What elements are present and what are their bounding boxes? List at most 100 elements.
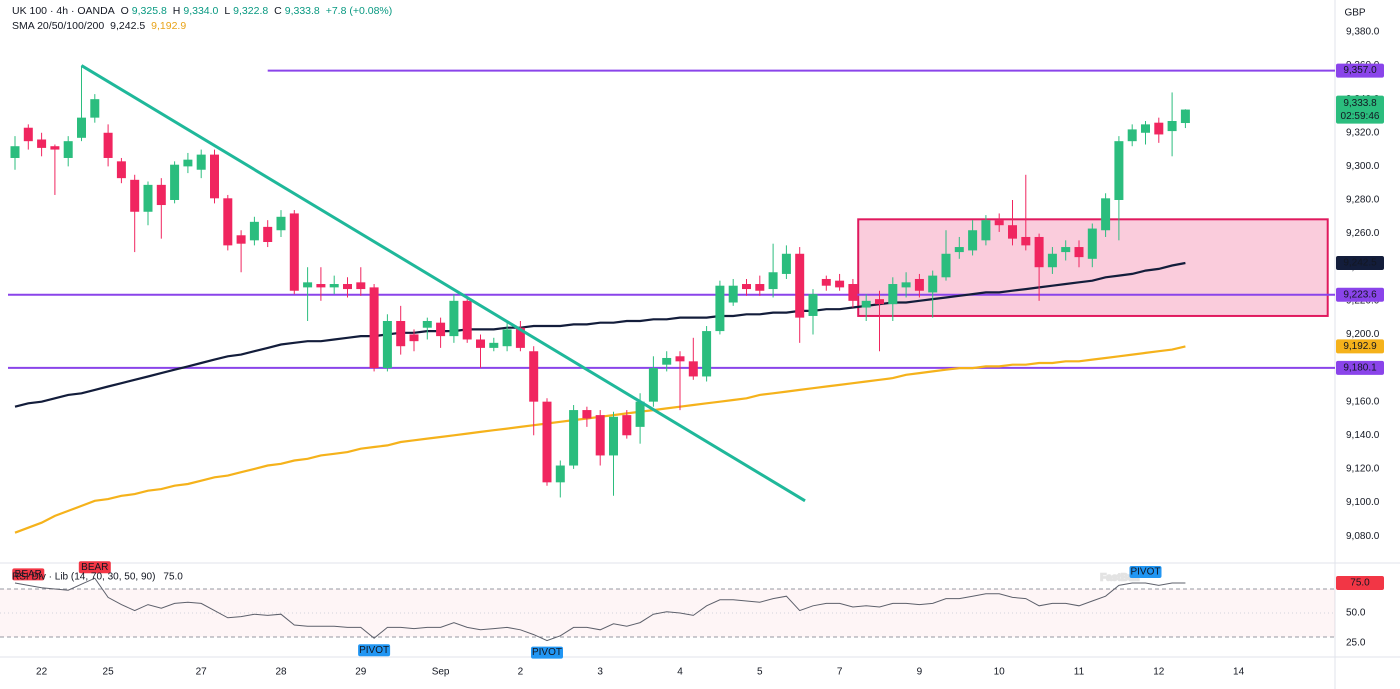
candle-body	[249, 221, 259, 241]
candle-body	[170, 164, 180, 200]
y-tick-label: 9,280.0	[1346, 195, 1380, 206]
candle-body	[103, 132, 113, 158]
candle-body	[276, 216, 286, 231]
signal-label: PIVOT	[1130, 567, 1160, 578]
candle-body	[702, 331, 712, 377]
y-tick-label: 9,100.0	[1346, 497, 1380, 508]
rsi-value: 75.0	[163, 572, 183, 583]
ohlc-key: L	[224, 5, 231, 17]
x-tick-label: 11	[1074, 667, 1085, 678]
candle-body	[422, 320, 432, 328]
signal-label: BEAR	[81, 562, 108, 573]
candle-body	[502, 329, 512, 347]
candle-body	[675, 356, 685, 362]
sma-value: 9,242.5	[110, 20, 146, 32]
x-tick-label: 10	[994, 667, 1006, 678]
x-tick-label: 4	[677, 667, 683, 678]
sma-title: SMA 20/50/100/200	[12, 20, 105, 32]
candle-body	[396, 320, 406, 347]
candle-body	[928, 275, 938, 293]
candle-body	[901, 282, 911, 288]
candle-body	[742, 284, 751, 290]
x-tick-label: 7	[837, 667, 843, 678]
ohlc-key: C	[274, 5, 282, 17]
x-tick-label: 25	[103, 667, 115, 678]
x-tick-label: 3	[597, 667, 603, 678]
price-tag-label: 9,333.8	[1343, 98, 1377, 109]
candle-body	[210, 154, 219, 199]
candle-body	[781, 253, 791, 274]
price-tag-label: 9,180.1	[1343, 363, 1377, 374]
candle-body	[1141, 124, 1150, 133]
signal-label: PIVOT	[532, 647, 562, 658]
candle-body	[143, 184, 153, 212]
candle-body	[515, 327, 525, 348]
candle-body	[542, 401, 552, 483]
trendline	[80, 64, 806, 503]
candle-body	[329, 284, 339, 288]
candle-body	[595, 415, 605, 456]
candle-body	[303, 282, 313, 288]
candle-body	[1074, 247, 1084, 258]
candle-body	[848, 284, 858, 301]
x-tick-label: 22	[36, 667, 48, 678]
candle-body	[63, 141, 73, 158]
price-tag	[1336, 63, 1384, 78]
candle-body	[954, 247, 964, 253]
ohlc-value: 9,333.8	[284, 5, 320, 17]
candle-body	[941, 253, 951, 278]
candle-body	[183, 159, 193, 167]
price-tag-label: 9,192.9	[1343, 341, 1377, 352]
candle-body	[130, 179, 140, 212]
candle-body	[1061, 247, 1071, 253]
candle-body	[37, 139, 47, 148]
candle-body	[648, 368, 658, 402]
y-tick-label: 9,260.0	[1346, 228, 1380, 239]
y-tick-label: 9,300.0	[1346, 161, 1380, 172]
candle-body	[861, 300, 871, 308]
candle-body	[382, 320, 392, 369]
candle-body	[808, 294, 818, 316]
ohlc-value: 9,325.8	[131, 5, 167, 17]
candle-body	[77, 117, 86, 138]
candle-body	[263, 226, 273, 243]
ohlc-key: H	[172, 5, 181, 17]
candle-body	[715, 285, 725, 332]
y-tick-label: 9,160.0	[1346, 396, 1380, 407]
x-tick-label: 9	[917, 667, 923, 678]
price-tag-label: 9,223.6	[1343, 289, 1377, 300]
signal-badge	[531, 646, 563, 659]
candle-body	[1167, 121, 1177, 132]
signal-label: PIVOT	[359, 645, 389, 656]
candle-body	[1021, 236, 1031, 246]
rsi-line	[14, 577, 1186, 642]
x-tick-label: Sep	[432, 667, 450, 678]
candle-body	[609, 416, 618, 456]
candle-body	[156, 184, 166, 206]
candle-body	[23, 127, 33, 142]
candle-body	[356, 282, 366, 290]
candle-body	[10, 146, 20, 158]
x-tick-label: 12	[1153, 667, 1165, 678]
candle-body	[1154, 122, 1164, 135]
candle-body	[436, 322, 446, 337]
ohlc-value: 9,334.0	[183, 5, 219, 17]
candle-body	[409, 334, 419, 342]
candle-body	[1127, 129, 1137, 142]
sma-value: 9,192.9	[151, 20, 187, 32]
candle-body	[994, 220, 1004, 226]
candle-body	[449, 300, 459, 337]
x-tick-label: 27	[196, 667, 208, 678]
price-tag	[1336, 360, 1384, 375]
candle-body	[1114, 141, 1124, 200]
countdown: 02:59:46	[1341, 111, 1380, 122]
candle-body	[875, 299, 884, 305]
candle-body	[90, 99, 100, 118]
candle-body	[1008, 225, 1017, 239]
sma-row: SMA 20/50/100/200 9,242.5 9,192.9	[12, 19, 395, 34]
rsi-tick-label: 25.0	[1346, 638, 1366, 649]
price-tag-label: 9,357.0	[1343, 65, 1377, 76]
price-tag	[1336, 339, 1384, 354]
signal-label: BEAR	[15, 569, 42, 580]
